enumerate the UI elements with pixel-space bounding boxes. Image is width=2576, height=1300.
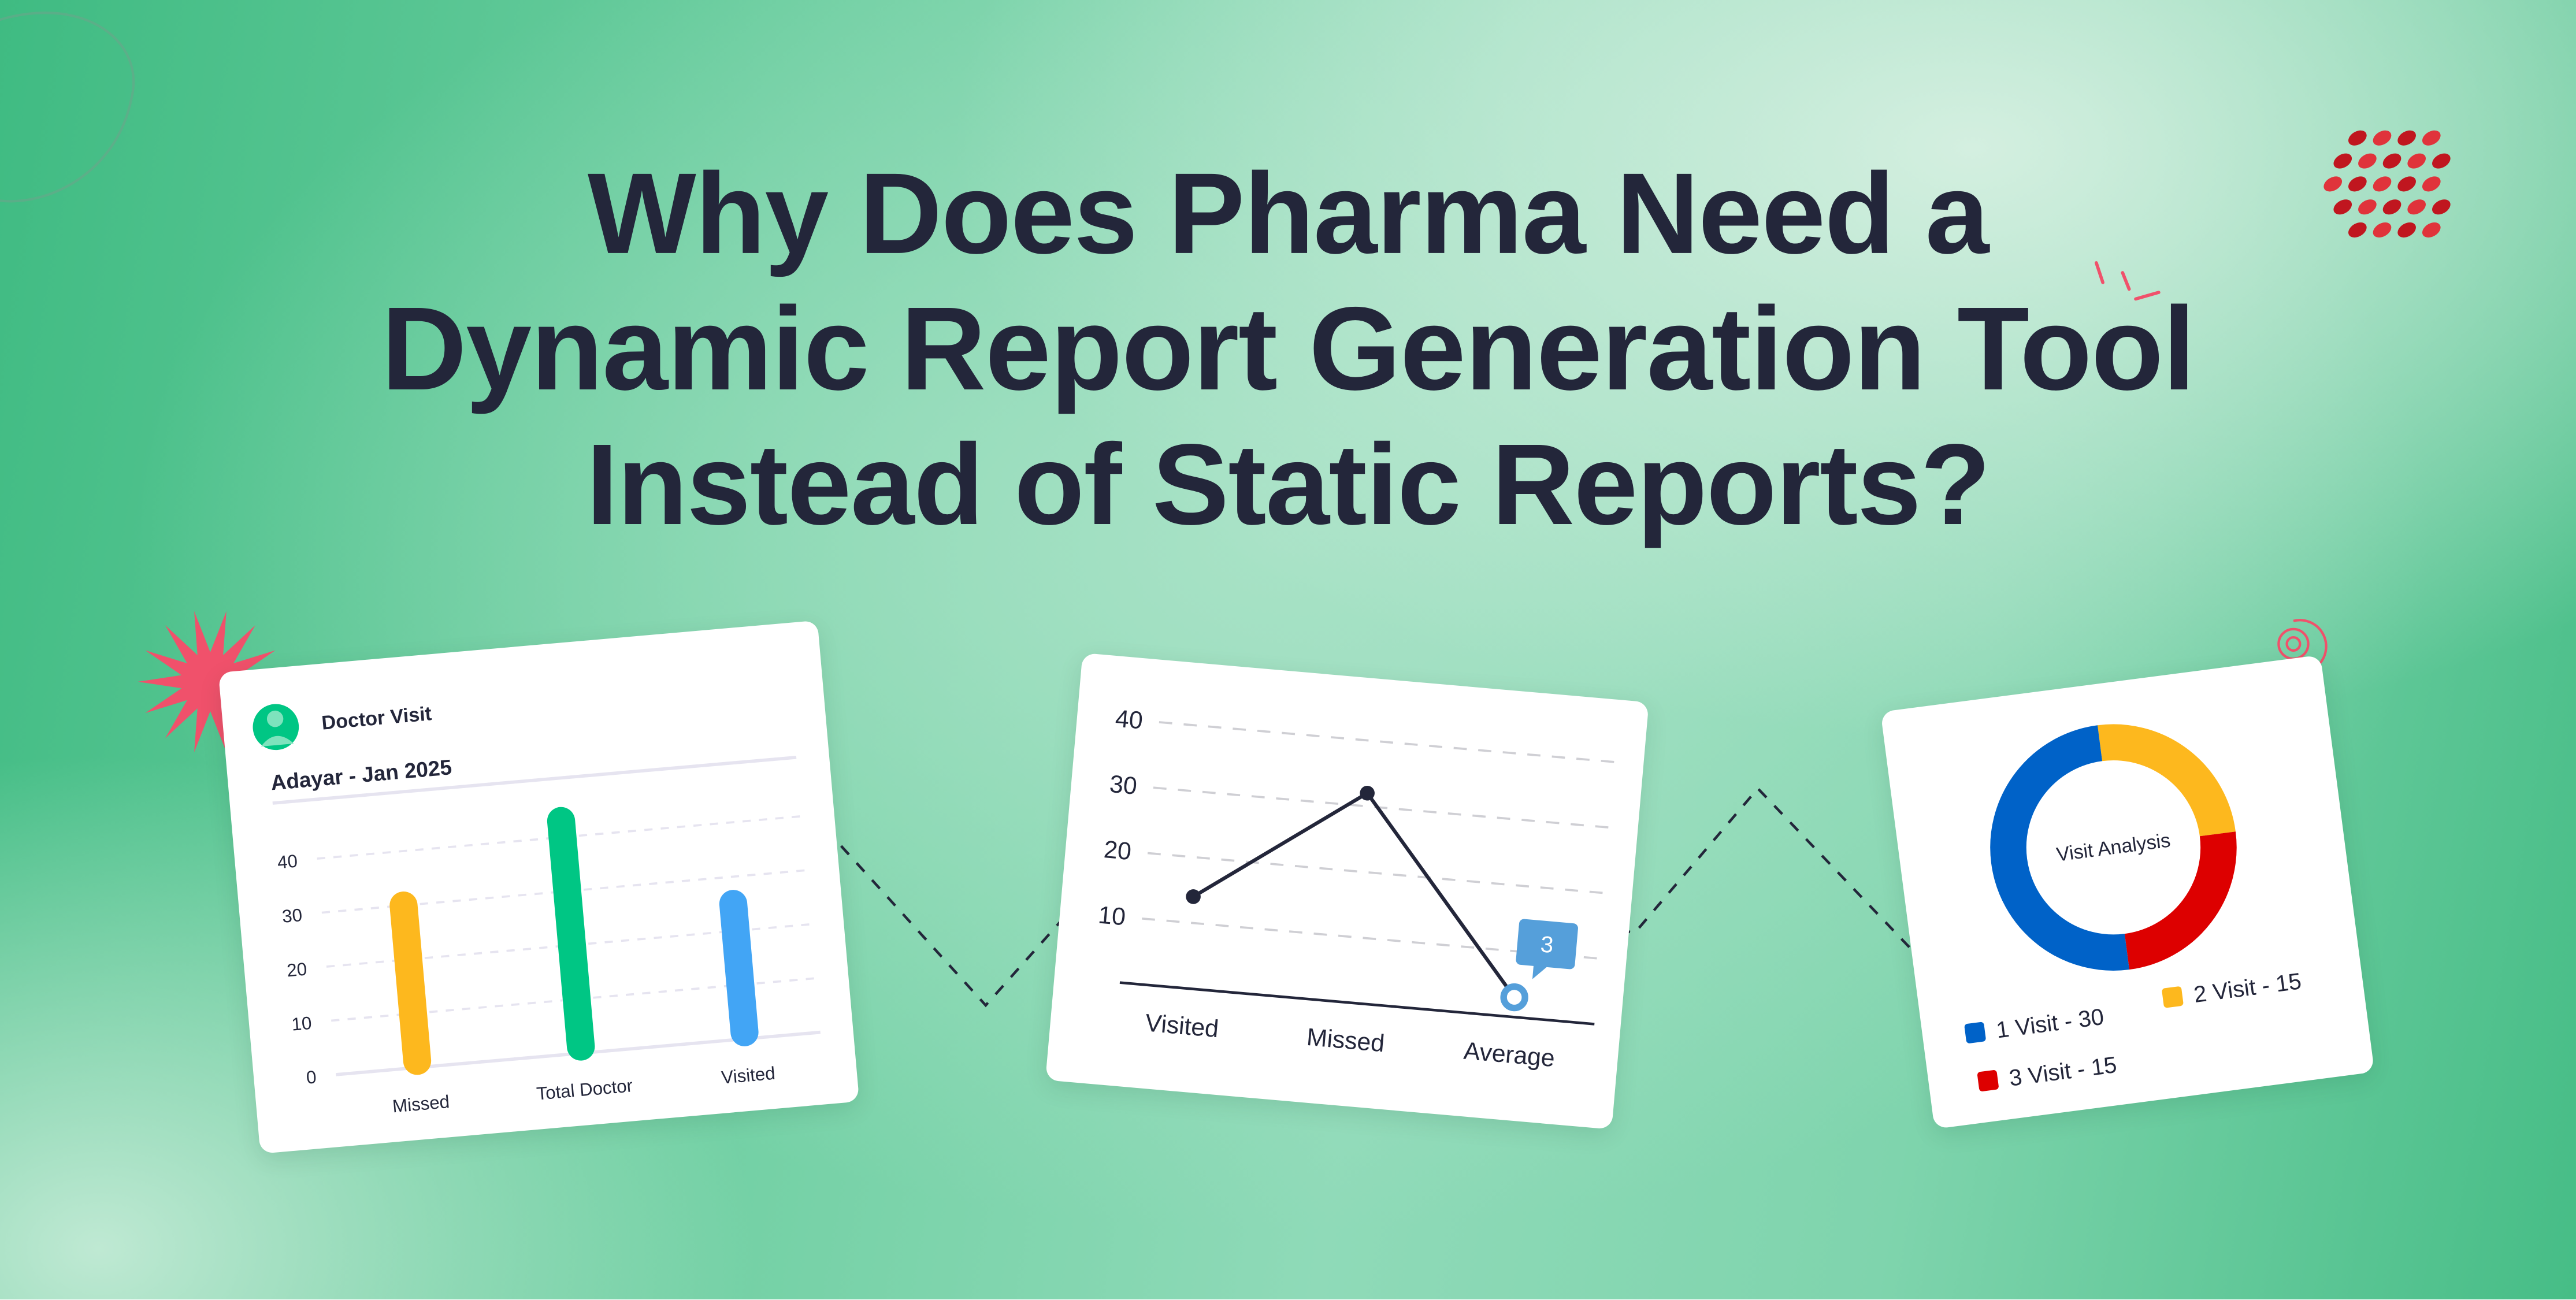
- y-tick-label: 40: [1114, 705, 1144, 735]
- donut-center-label: Visit Analysis: [2055, 829, 2172, 866]
- header-divider: [272, 755, 797, 805]
- molecule-dot: [2407, 153, 2426, 169]
- x-tick-label: Total Doctor: [536, 1075, 633, 1104]
- molecule-dot: [2358, 199, 2377, 215]
- data-point: [1186, 889, 1201, 904]
- data-point-highlight: [1500, 983, 1528, 1012]
- y-tick-label: 30: [1108, 770, 1138, 800]
- donut-chart: Visit Analysis 1 Visit - 30 2 Visit - 15 3…: [1964, 724, 2303, 1091]
- headline-line-1: Why Does Pharma Need a: [587, 149, 1989, 278]
- line-chart-card: 10 20 30 40 Visited Missed Average 3: [1045, 652, 1649, 1130]
- molecule-dot: [2397, 176, 2416, 192]
- grid-line: [1159, 721, 1618, 764]
- molecule-dot: [2348, 176, 2367, 192]
- y-tick-label: 20: [286, 959, 308, 980]
- bar-total-doctor: [547, 807, 595, 1061]
- outline-circle-decoration: [0, 12, 135, 203]
- legend-swatch: [1964, 1022, 1986, 1043]
- molecule-dot: [2422, 222, 2441, 238]
- grid-line: [1153, 786, 1612, 829]
- spark-icon: [2094, 261, 2161, 301]
- molecule-dot: [2432, 199, 2451, 215]
- y-tick-label: 30: [281, 905, 303, 927]
- headline-line-2: Dynamic Report Generation Tool: [381, 284, 2196, 416]
- legend-label: 2 Visit - 15: [2192, 968, 2303, 1008]
- donut-slice: [1990, 725, 2129, 971]
- donut-slice: [2124, 831, 2237, 970]
- bar-missed: [389, 892, 432, 1075]
- series-line: [1192, 790, 1516, 998]
- molecule-dot: [2422, 130, 2441, 146]
- molecule-dot: [2373, 222, 2392, 238]
- x-tick-label: Average: [1463, 1037, 1556, 1073]
- y-tick-label: 0: [306, 1067, 317, 1087]
- data-point: [1360, 785, 1375, 801]
- molecule-dot: [2373, 176, 2392, 192]
- value-callout-text: 3: [1539, 931, 1554, 958]
- legend-label: 1 Visit - 30: [1995, 1004, 2105, 1043]
- y-tick-label: 10: [1097, 901, 1126, 931]
- headline-line-3: Instead of Static Reports?: [586, 420, 1990, 549]
- donut-slice: [2098, 724, 2236, 837]
- y-tick-label: 10: [291, 1013, 313, 1035]
- bar-chart-title: Doctor Visit: [321, 703, 432, 734]
- legend-swatch: [1977, 1070, 1999, 1091]
- line-chart: 10 20 30 40 Visited Missed Average 3: [1097, 705, 1618, 1073]
- legend-swatch: [2162, 986, 2184, 1008]
- value-callout: [1516, 919, 1578, 979]
- x-tick-label: Visited: [721, 1063, 776, 1088]
- molecule-dot: [2432, 153, 2451, 169]
- molecule-dot: [2382, 199, 2401, 215]
- bar-chart: Doctor Visit Adayar - Jan 2025 010203040…: [253, 703, 821, 1116]
- molecule-dot: [2348, 222, 2367, 238]
- molecule-dot: [2348, 130, 2367, 146]
- molecule-dot: [2333, 153, 2352, 169]
- x-tick-label: Visited: [1144, 1009, 1220, 1043]
- molecule-dot: [2397, 222, 2416, 238]
- grid-line: [1147, 852, 1606, 894]
- x-tick-label: Missed: [1305, 1023, 1386, 1058]
- molecule-dot: [2323, 176, 2343, 192]
- grid-line: [1141, 917, 1601, 960]
- molecule-dot: [2397, 130, 2416, 146]
- molecule-dot: [2422, 176, 2441, 192]
- molecule-dot: [2407, 199, 2426, 215]
- molecule-dot: [2373, 130, 2392, 146]
- visit-analysis-donut-card: Visit Analysis 1 Visit - 30 2 Visit - 15 3…: [1880, 655, 2375, 1130]
- doctor-visit-bar-card: Doctor Visit Adayar - Jan 2025 0 10 20 30 40…: [218, 620, 860, 1154]
- starburst-icon: [138, 611, 283, 752]
- molecule-dot: [2382, 153, 2401, 169]
- molecule-dot: [2358, 153, 2377, 169]
- x-axis-line: [1119, 981, 1595, 1026]
- legend-label: 3 Visit - 15: [2007, 1052, 2118, 1091]
- doctor-avatar-icon: [253, 704, 299, 751]
- x-tick-label: Missed: [392, 1091, 451, 1116]
- y-tick-label: 40: [277, 851, 299, 873]
- y-tick-label: 20: [1103, 835, 1132, 866]
- molecule-logo-icon: [2323, 130, 2451, 238]
- bar-visited: [719, 890, 759, 1046]
- molecule-dot: [2333, 199, 2352, 215]
